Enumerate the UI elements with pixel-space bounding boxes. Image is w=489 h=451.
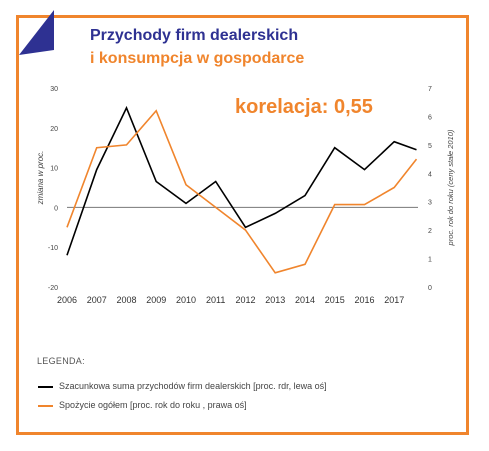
legend-label: Szacunkowa suma przychodów firm dealersk… [59,381,327,391]
legend-heading: LEGENDA: [37,356,85,366]
y-right-tick-label: 1 [428,257,432,264]
y-right-tick-label: 0 [428,285,432,292]
y-right-tick-label: 7 [428,86,432,93]
chart-title-line2: i konsumpcja w gospodarce [90,50,305,67]
y-right-tick-label: 3 [428,200,432,207]
corner-triangle [19,10,54,55]
x-tick-label: 2013 [265,295,285,305]
chart-title-line1: Przychody firm dealerskich [90,27,299,44]
y-left-tick-label: 10 [50,166,58,173]
x-tick-label: 2011 [206,295,225,305]
legend-swatch-black [38,385,53,388]
x-tick-label: 2014 [295,295,315,305]
x-tick-label: 2008 [116,295,136,305]
x-tick-label: 2015 [325,295,345,305]
y-right-tick-label: 6 [428,114,432,121]
y-right-tick-label: 4 [428,171,432,178]
correlation-annotation: korelacja: 0,55 [235,96,373,118]
series-line-dealers [66,105,417,256]
y-left-tick-label: 30 [50,86,58,93]
legend-label: Spożycie ogółem [proc. rok do roku , pra… [59,400,247,410]
legend-item-consumption: Spożycie ogółem [proc. rok do roku , pra… [38,400,247,410]
x-tick-label: 2009 [146,295,166,305]
y-right-axis-label: proc. rok do roku (ceny stałe 2010) [446,129,455,246]
legend-item-dealers: Szacunkowa suma przychodów firm dealersk… [38,381,327,391]
y-left-tick-label: 20 [50,126,58,133]
x-tick-label: 2010 [176,295,196,305]
orange-frame [16,15,469,435]
y-right-tick-label: 2 [428,228,432,235]
x-tick-label: 2016 [354,295,374,305]
y-left-tick-label: -10 [48,245,58,252]
x-tick-label: 2006 [57,295,77,305]
x-tick-label: 2007 [87,295,107,305]
y-left-axis-label: zmiana w proc. [36,151,45,206]
x-tick-label: 2012 [235,295,255,305]
legend-swatch-orange [38,404,53,407]
y-left-tick-label: -20 [48,285,58,292]
x-tick-label: 2017 [384,295,404,305]
series-line-consumption [66,109,418,274]
y-right-tick-label: 5 [428,143,432,150]
y-left-tick-label: 0 [54,205,58,212]
